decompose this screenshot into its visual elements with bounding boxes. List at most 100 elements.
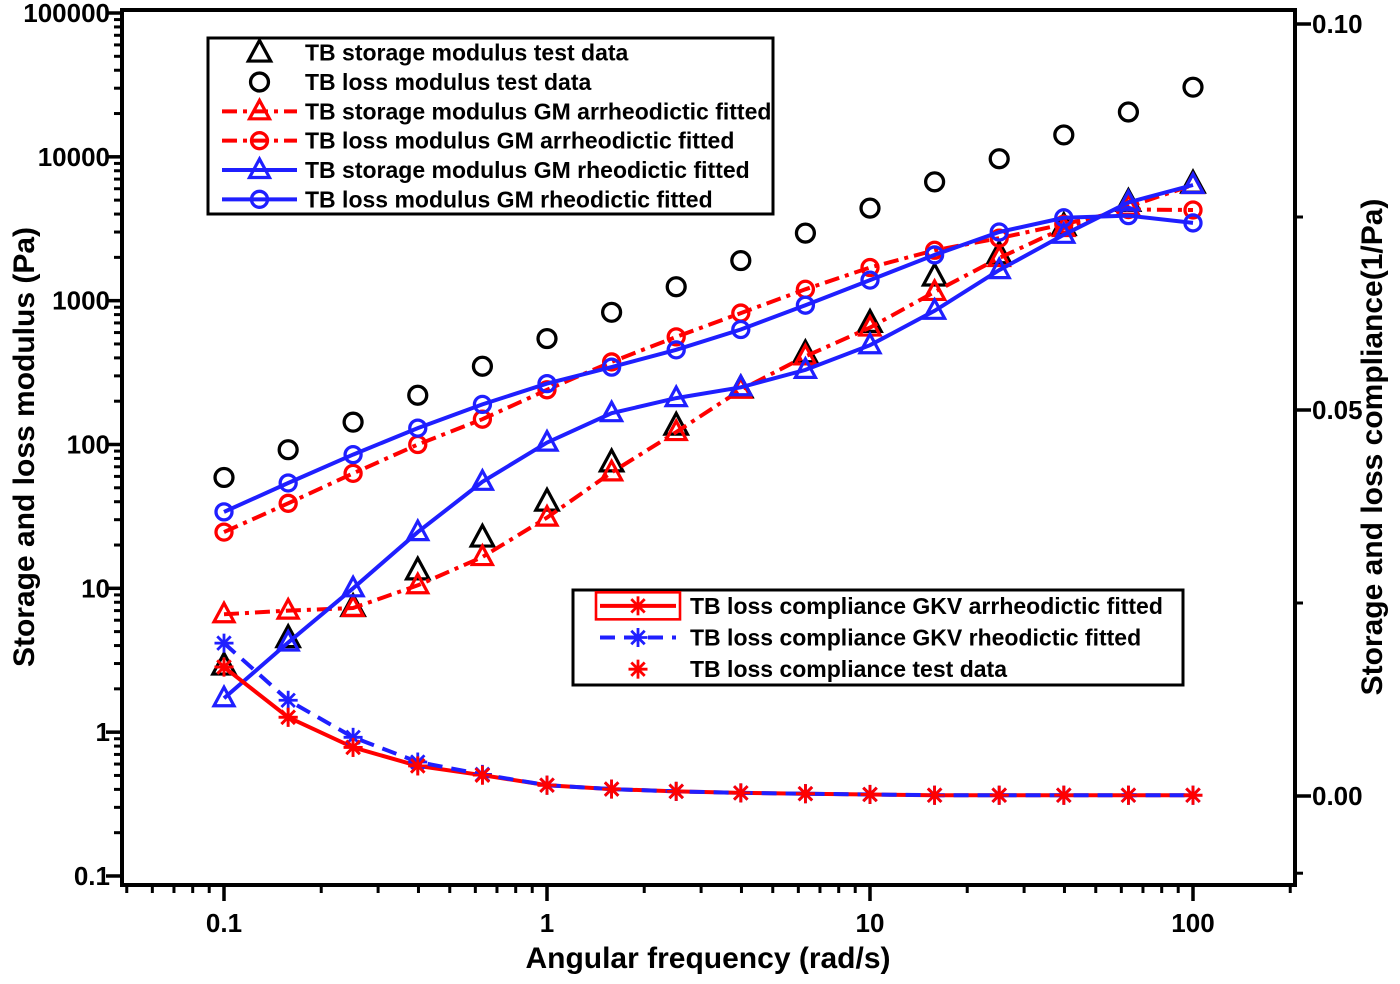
legend-entry-loss-gm-rheo: TB loss modulus GM rheodictic fitted (222, 186, 713, 212)
circle-marker (278, 493, 298, 513)
circle-marker (248, 71, 271, 93)
y-left-tick-label: 100 (67, 429, 110, 459)
triangle-marker (792, 355, 819, 380)
circle-marker (988, 148, 1010, 170)
series-line (223, 213, 1194, 514)
asterisk-marker (925, 785, 945, 805)
triangle-marker (920, 260, 949, 287)
triangle-marker (663, 417, 689, 442)
legend-entry-compliance-gkv-arr: TB loss compliance GKV arrheodictic fitt… (594, 591, 1163, 621)
asterisk-marker (1183, 785, 1203, 805)
circle-marker (1183, 213, 1203, 233)
triangle-marker (728, 372, 754, 397)
circle-marker (989, 222, 1009, 242)
legend-entry-loss-gm-arr: TB loss modulus GM arrheodictic fitted (222, 128, 734, 154)
circle-marker (860, 270, 880, 290)
legend-entry-label: TB loss compliance GKV arrheodictic fitt… (690, 593, 1163, 619)
y-left-tick-label: 100000 (23, 0, 110, 28)
legend-entry-storage-gm-arr: TB storage modulus GM arrheodictic fitte… (222, 96, 771, 124)
circle-marker (472, 394, 493, 415)
series-storage-gm-rheo (211, 170, 1206, 708)
asterisk-marker (472, 765, 492, 785)
triangle-marker (469, 467, 496, 491)
y-left-tick-label: 1 (96, 717, 110, 747)
legend-key-box (594, 591, 682, 621)
x-tick-label: 100 (1171, 908, 1214, 938)
circle-marker (343, 463, 363, 484)
x-tick-label: 0.1 (206, 908, 242, 938)
y-right-axis-title: Storage and loss compliance(1/Pa) (1356, 199, 1389, 696)
circle-marker (1118, 205, 1139, 226)
plot-frame (120, 8, 1297, 887)
y-left-tick-label: 0.1 (74, 861, 110, 891)
circle-marker (408, 434, 428, 455)
circle-marker (730, 249, 752, 272)
series-loss-gm-arr (214, 199, 1203, 542)
series-loss-gm-rheo (214, 205, 1203, 522)
series-compliance-test (214, 657, 1203, 805)
legend-entry-label: TB loss modulus test data (305, 69, 591, 95)
circle-marker (213, 466, 235, 489)
triangle-marker (663, 383, 689, 408)
triangle-marker (469, 542, 496, 567)
asterisk-marker (666, 781, 686, 801)
legend-entry-label: TB loss compliance test data (690, 656, 1007, 682)
legend-entry-storage-gm-rheo: TB storage modulus GM rheodictic fitted (222, 155, 750, 183)
triangle-marker (1115, 188, 1142, 212)
circle-marker (214, 502, 234, 522)
circle-marker (343, 444, 363, 465)
triangle-marker (340, 593, 366, 618)
circle-marker (601, 357, 622, 377)
triangle-marker (1180, 170, 1206, 195)
triangle-marker (985, 238, 1014, 265)
circle-marker (600, 301, 623, 323)
triangle-marker (792, 341, 819, 366)
x-axis-title: Angular frequency (rad/s) (525, 942, 890, 975)
circle-marker (249, 189, 270, 209)
circle-marker (471, 355, 494, 377)
legend-border (206, 36, 775, 216)
triangle-marker (534, 428, 560, 452)
circle-marker (860, 257, 880, 278)
asterisk-marker (628, 628, 648, 647)
triangle-marker (598, 398, 625, 423)
circle-marker (214, 522, 234, 542)
triangle-marker (275, 596, 301, 620)
asterisk-marker (860, 784, 880, 804)
y-left-axis-title: Storage and loss modulus (Pa) (8, 227, 41, 667)
triangle-marker (245, 36, 274, 63)
triangle-marker (921, 296, 948, 320)
circle-marker (666, 327, 686, 347)
asterisk-marker (278, 707, 298, 727)
circle-marker (1117, 101, 1140, 123)
asterisk-marker (731, 783, 751, 803)
circle-marker (1053, 124, 1075, 146)
y-right-tick-label: 0.10 (1312, 9, 1363, 39)
circle-marker (277, 439, 299, 461)
triangle-marker (986, 243, 1012, 268)
triangle-marker (405, 517, 431, 542)
triangle-marker (598, 458, 625, 482)
triangle-marker (211, 599, 237, 624)
triangle-marker (211, 683, 237, 708)
triangle-marker (340, 573, 366, 598)
circle-marker (665, 276, 687, 298)
legend-entry-label: TB storage modulus test data (305, 40, 629, 66)
triangle-marker (534, 503, 560, 527)
circle-marker (794, 222, 817, 244)
triangle-marker (1051, 220, 1077, 244)
x-tick-label: 1 (540, 908, 554, 938)
legend-entry-label: TB loss modulus GM arrheodictic fitted (305, 128, 734, 154)
circle-marker (924, 245, 945, 265)
triangle-marker (597, 446, 626, 473)
legend-entry-compliance-test: TB loss compliance test data (628, 656, 1007, 682)
circle-marker (1054, 208, 1074, 228)
triangle-marker (246, 155, 273, 180)
series-line (222, 183, 1194, 700)
triangle-marker (403, 554, 432, 581)
circle-marker (249, 131, 270, 151)
y-right-tick-label: 0.00 (1312, 781, 1363, 811)
triangle-marker (246, 96, 273, 121)
